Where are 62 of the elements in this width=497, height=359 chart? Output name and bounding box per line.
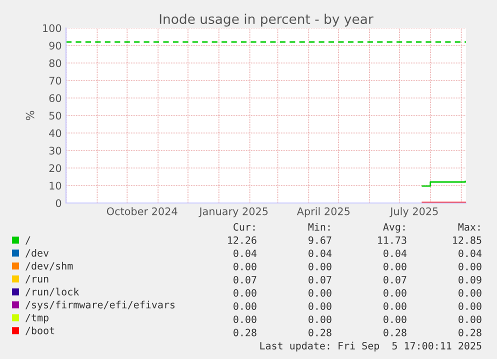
text: Avg: <box>383 223 405 233</box>
legend-label: /tmp <box>26 314 48 324</box>
legend-label: /sys/firmware/efi/efivars <box>26 300 175 310</box>
text: 0.00 <box>308 289 332 297</box>
text: 12.85 <box>453 236 482 244</box>
y-tick-label: 30 <box>49 146 62 155</box>
x-tick-label: July 2025 <box>390 207 438 218</box>
legend-label: /boot <box>26 326 54 336</box>
text: 0.28 <box>308 328 332 336</box>
text: 0.28 <box>384 328 406 336</box>
text: 0.00 <box>458 289 482 297</box>
text: 11.73 <box>378 236 406 244</box>
x-tick-label: April 2025 <box>296 207 350 218</box>
y-tick-label: 0 <box>56 199 62 208</box>
legend-label: /run/lock <box>26 288 80 296</box>
y-tick-label: 100 <box>43 24 62 32</box>
text: 0.00 <box>384 262 406 270</box>
text: Max: <box>458 223 480 231</box>
text: 0.00 <box>234 262 256 270</box>
text: 0.00 <box>384 302 406 310</box>
y-tick-label: 90 <box>49 42 62 50</box>
chart-title: Inode usage in percent - by year <box>160 14 374 27</box>
y-tick-label: 80 <box>49 59 62 68</box>
text: 0.00 <box>308 316 332 324</box>
y-tick-label: 50 <box>49 112 62 120</box>
text: 0.00 <box>384 316 406 324</box>
y-axis-title: % <box>26 110 34 120</box>
text: 12.26 <box>228 236 256 244</box>
text: 0.04 <box>458 250 482 258</box>
y-tick-label: 20 <box>49 164 62 172</box>
x-tick-label: January 2025 <box>198 207 268 218</box>
text: Last update: Fri Sep 5 17:00:11 2025 <box>260 342 482 352</box>
text: 0.07 <box>234 276 256 284</box>
text: 0.00 <box>234 289 256 297</box>
text: 0.07 <box>384 276 406 284</box>
y-tick-label: 40 <box>49 129 62 138</box>
text: 0.00 <box>308 302 332 310</box>
text: 0.00 <box>308 262 332 270</box>
y-tick-label: 10 <box>50 182 62 190</box>
text: 0.04 <box>384 250 407 258</box>
text: 0.00 <box>384 289 406 297</box>
legend-label: / <box>26 236 30 245</box>
text: 0.28 <box>458 328 482 336</box>
text: 0.04 <box>308 250 332 258</box>
text: 0.00 <box>458 316 482 324</box>
legend-label: /run <box>26 275 48 284</box>
legend-label: /dev <box>26 248 49 258</box>
text: Min: <box>308 222 330 231</box>
text: 0.00 <box>234 302 256 310</box>
text: 0.07 <box>308 276 332 284</box>
text: 0.00 <box>458 302 482 310</box>
text: 0.04 <box>234 250 257 258</box>
y-tick-label: 70 <box>49 76 62 85</box>
text: 0.00 <box>458 262 482 270</box>
x-tick-label: October 2024 <box>106 207 178 216</box>
text: 0.28 <box>234 328 256 336</box>
text: 0.00 <box>234 316 256 324</box>
text: 0.09 <box>458 276 482 284</box>
text: Cur: <box>234 223 255 231</box>
legend-label: /dev/shm <box>26 262 73 270</box>
y-tick-label: 60 <box>49 94 62 102</box>
text: 9.67 <box>308 236 332 244</box>
